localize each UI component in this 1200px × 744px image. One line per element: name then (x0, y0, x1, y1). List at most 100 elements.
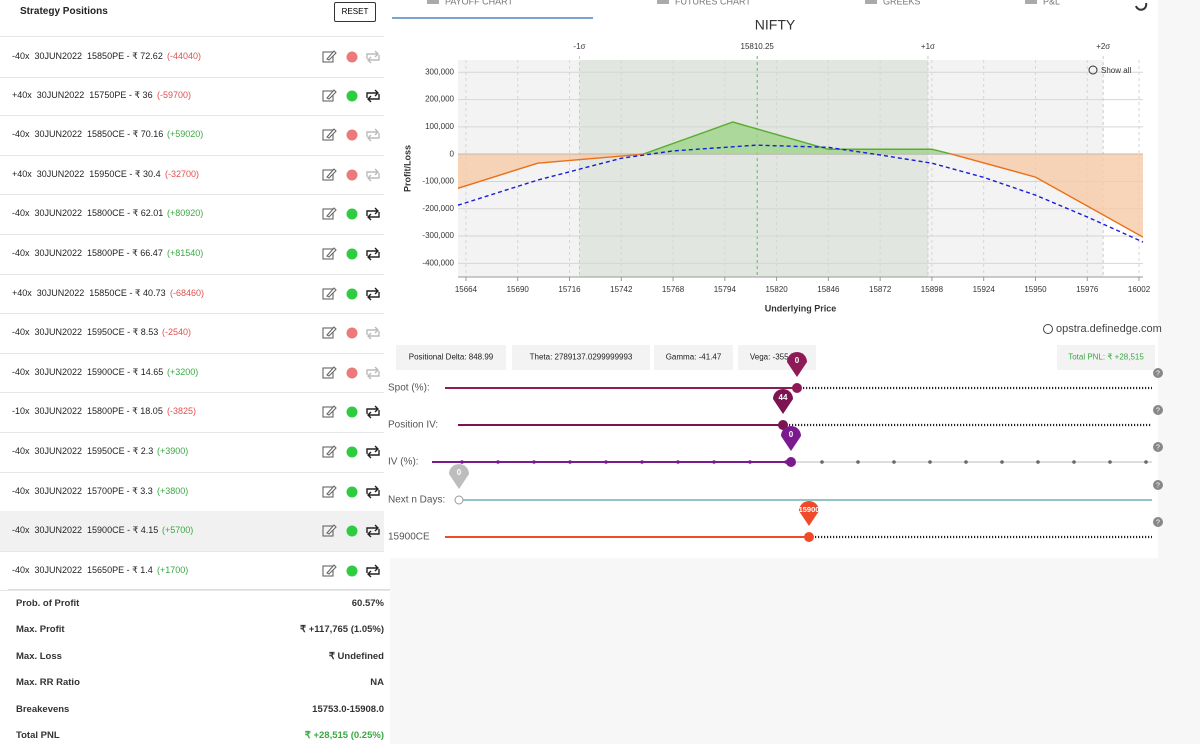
slider-handle[interactable] (454, 495, 464, 505)
repeat-icon[interactable] (366, 50, 380, 64)
zoom-icon (1088, 65, 1098, 75)
status-dot[interactable] (346, 367, 358, 379)
greek-box (654, 345, 733, 370)
status-dot[interactable] (346, 248, 358, 260)
icons[interactable] (320, 324, 384, 342)
tab[interactable]: P&L (1043, 0, 1060, 6)
row-icons[interactable] (320, 522, 384, 540)
position-row: -40x 30JUN2022 15950CE - ₹ 2.3 (+3900) (0, 432, 390, 473)
edit-icon[interactable] (322, 167, 337, 181)
status-dot[interactable] (346, 288, 358, 300)
slider-handle[interactable] (786, 457, 796, 467)
icons[interactable] (320, 285, 384, 303)
icons[interactable] (320, 562, 384, 580)
row-icons[interactable] (320, 403, 384, 421)
icons[interactable] (320, 87, 384, 105)
position-row: -40x 30JUN2022 15800PE - ₹ 66.47 (+81540) (0, 234, 390, 275)
repeat-icon[interactable] (366, 405, 380, 419)
edit-icon[interactable] (322, 128, 337, 141)
slider-handle[interactable] (778, 420, 788, 430)
edit-icon[interactable] (322, 563, 337, 577)
row-icons[interactable] (320, 324, 384, 342)
status-dot[interactable] (346, 486, 358, 498)
icons[interactable] (320, 443, 384, 461)
repeat-icon[interactable] (366, 247, 380, 261)
icons[interactable] (320, 483, 384, 501)
slider-dot (568, 460, 572, 464)
reset-button[interactable]: RESET (334, 2, 376, 22)
tab[interactable]: PAYOFF CHART (445, 0, 514, 6)
help-mark: ? (1156, 444, 1160, 451)
repeat-icon[interactable] (366, 168, 380, 182)
row-icons[interactable] (320, 364, 384, 382)
icons[interactable] (320, 126, 384, 144)
edit-icon[interactable] (322, 247, 337, 260)
icons[interactable] (320, 522, 384, 540)
help-icon (1153, 368, 1163, 378)
position-text: +40x 30JUN2022 15850CE - ₹ 40.73 (12, 287, 166, 298)
status-dot[interactable] (346, 525, 358, 537)
repeat-icon[interactable] (366, 207, 380, 221)
icons[interactable] (320, 403, 384, 421)
help-icon (1153, 442, 1163, 452)
repeat-icon[interactable] (366, 524, 380, 538)
profit-area (643, 122, 952, 155)
row-icons[interactable] (320, 126, 384, 144)
repeat-icon[interactable] (366, 445, 380, 459)
tab-icon (1025, 0, 1037, 4)
edit-icon[interactable] (322, 365, 337, 379)
slider-handle[interactable] (804, 532, 814, 542)
x-axis-title: Underlying Price (765, 303, 837, 313)
repeat-icon[interactable] (366, 287, 380, 301)
status-dot[interactable] (346, 327, 358, 339)
edit-icon[interactable] (322, 326, 337, 339)
edit-icon[interactable] (322, 524, 337, 537)
edit-icon[interactable] (322, 405, 337, 418)
row-icons[interactable] (320, 562, 384, 580)
repeat-icon[interactable] (366, 128, 380, 142)
edit-icon[interactable] (322, 484, 337, 498)
status-dot[interactable] (346, 51, 358, 63)
repeat-icon[interactable] (366, 564, 380, 578)
status-dot[interactable] (346, 90, 358, 102)
status-dot[interactable] (346, 406, 358, 418)
repeat-icon[interactable] (366, 326, 380, 340)
repeat-icon[interactable] (366, 485, 380, 499)
row-icons[interactable] (320, 443, 384, 461)
icons[interactable] (320, 166, 384, 184)
row-icons[interactable] (320, 48, 384, 66)
edit-icon[interactable] (322, 207, 337, 220)
stat-value: 60.57% (351, 598, 384, 609)
repeat-icon[interactable] (366, 366, 380, 380)
row-icons[interactable] (320, 166, 384, 184)
help-mark: ? (1156, 370, 1160, 377)
row-icons[interactable] (320, 483, 384, 501)
stat-value: ₹ +117,765 (1.05%) (300, 624, 384, 636)
status-dot[interactable] (346, 129, 358, 141)
icons[interactable] (320, 364, 384, 382)
edit-icon[interactable] (322, 50, 337, 63)
show-all[interactable]: Show all (1088, 65, 1131, 75)
icons[interactable] (320, 245, 384, 263)
position-row: +40x 30JUN2022 15850CE - ₹ 40.73 (-68460) (0, 274, 390, 315)
tab[interactable]: GREEKS (883, 0, 921, 6)
edit-icon[interactable] (322, 88, 337, 102)
x-tick-label: 16002 (1128, 285, 1151, 294)
edit-icon[interactable] (322, 445, 337, 458)
status-dot[interactable] (346, 169, 358, 181)
status-dot[interactable] (346, 208, 358, 220)
top-tick-label: -1σ (573, 42, 585, 51)
row-icons[interactable] (320, 87, 384, 105)
edit-icon[interactable] (322, 286, 337, 300)
tab[interactable]: FUTURES CHART (675, 0, 751, 6)
row-icons[interactable] (320, 245, 384, 263)
status-dot[interactable] (346, 446, 358, 458)
icons[interactable] (320, 205, 384, 223)
row-icons[interactable] (320, 205, 384, 223)
icons[interactable] (320, 48, 384, 66)
status-dot[interactable] (346, 565, 358, 577)
row-icons[interactable] (320, 285, 384, 303)
repeat-icon[interactable] (366, 89, 380, 103)
slider-handle[interactable] (792, 383, 802, 393)
help-icon (1153, 517, 1163, 527)
